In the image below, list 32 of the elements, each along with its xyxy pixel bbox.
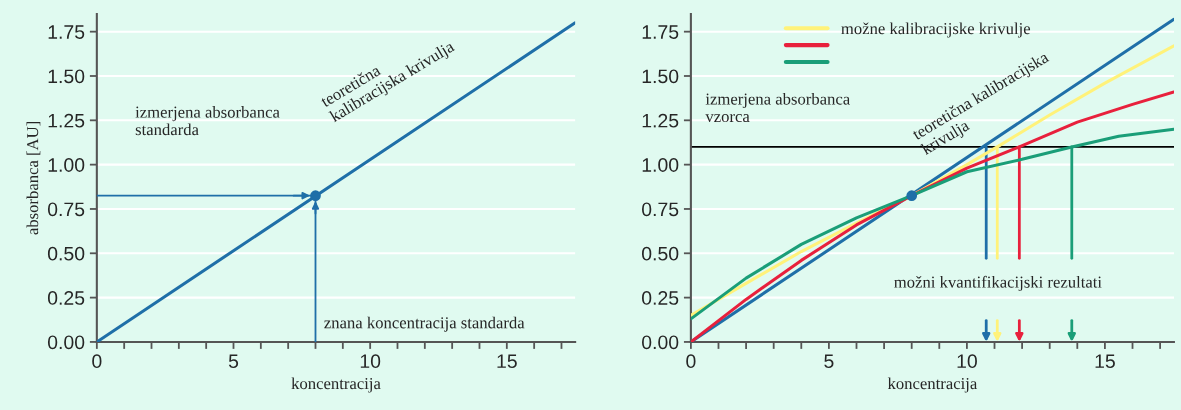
x-tick-label: 15 bbox=[497, 354, 517, 369]
y-tick-label: 0.50 bbox=[642, 246, 679, 261]
annotation: možni kvantifikacijski rezultati bbox=[894, 275, 1102, 292]
y-tick-label: 1.00 bbox=[642, 158, 679, 172]
x-tick-label: 5 bbox=[824, 354, 834, 369]
y-tick-label: 0.75 bbox=[642, 202, 679, 217]
x-axis-title: koncentracija bbox=[291, 377, 381, 393]
y-tick-label: 1.75 bbox=[642, 25, 679, 39]
x-tick-label: 0 bbox=[92, 354, 102, 369]
y-tick-label: 0.75 bbox=[47, 202, 85, 217]
annotation: znana koncentracija standarda bbox=[324, 316, 525, 332]
annotation: izmerjena absorbanca vzorca bbox=[705, 92, 850, 123]
y-tick-label: 0.50 bbox=[47, 246, 85, 261]
y-tick-label: 1.25 bbox=[642, 113, 679, 128]
x-tick-label: 15 bbox=[1095, 354, 1115, 369]
annotation: izmerjena absorbanca standarda bbox=[135, 106, 280, 136]
legend-label: možne kalibracijske krivulje bbox=[841, 22, 1031, 38]
y-axis-title: absorbanca [AU] bbox=[26, 122, 41, 235]
x-tick-label: 10 bbox=[957, 354, 977, 369]
y-tick-label: 1.50 bbox=[48, 69, 85, 84]
y-tick-label: 1.75 bbox=[48, 25, 85, 39]
y-tick-label: 0.00 bbox=[47, 335, 85, 350]
x-axis-title: koncentracija bbox=[887, 377, 978, 393]
y-tick-label: 1.50 bbox=[642, 69, 679, 84]
y-tick-label: 0.25 bbox=[47, 291, 85, 305]
y-tick-label: 1.25 bbox=[48, 113, 85, 128]
x-tick-label: 0 bbox=[686, 354, 696, 369]
x-tick-label: 10 bbox=[360, 354, 381, 369]
y-tick-label: 0.00 bbox=[642, 335, 679, 350]
y-tick-label: 0.25 bbox=[642, 291, 679, 305]
y-tick-label: 1.00 bbox=[48, 158, 85, 172]
x-tick-label: 5 bbox=[228, 354, 239, 369]
